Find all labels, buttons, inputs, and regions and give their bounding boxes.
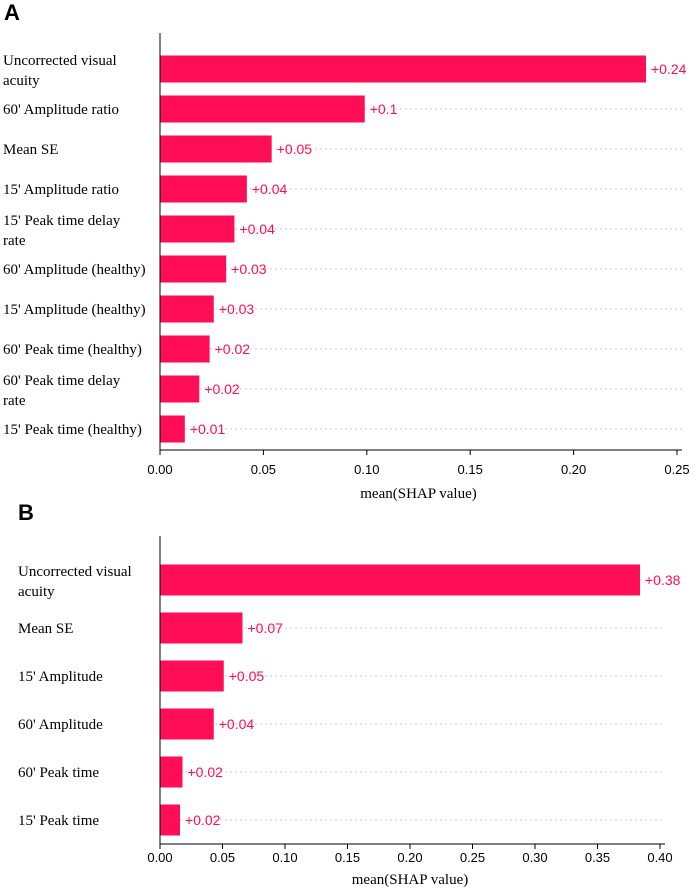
category-label: 15' Peak time delay (3, 213, 121, 229)
bar (160, 215, 235, 243)
x-axis-title: mean(SHAP value) (360, 486, 477, 502)
category-label: 15' Amplitude (healthy) (3, 302, 146, 318)
category-label: Mean SE (18, 621, 73, 637)
bar (160, 415, 185, 443)
x-tick-label: 0.10 (272, 850, 297, 865)
bar (160, 375, 200, 403)
x-tick-label: 0.20 (397, 850, 422, 865)
bar (160, 708, 214, 740)
category-label: acuity (18, 584, 55, 600)
x-tick-label: 0.30 (522, 850, 547, 865)
panel-letter: A (4, 0, 20, 25)
x-tick-label: 0.15 (335, 850, 360, 865)
bar (160, 255, 227, 283)
bar (160, 175, 247, 203)
panel-letter: B (18, 500, 34, 525)
bar (160, 135, 272, 163)
value-label: +0.04 (219, 716, 255, 732)
x-tick-label: 0.10 (354, 462, 379, 477)
bar (160, 804, 180, 836)
value-label: +0.04 (239, 221, 275, 237)
value-label: +0.02 (204, 381, 240, 397)
category-label: 60' Peak time (18, 765, 99, 781)
x-tick-label: 0.25 (460, 850, 485, 865)
x-tick-label: 0.40 (647, 850, 672, 865)
value-label: +0.01 (190, 421, 226, 437)
value-label: +0.03 (231, 261, 267, 277)
bar (160, 756, 183, 788)
x-tick-label: 0.35 (585, 850, 610, 865)
value-label: +0.1 (370, 101, 398, 117)
category-label: rate (3, 393, 26, 409)
bar (160, 564, 640, 596)
value-label: +0.05 (277, 141, 313, 157)
bar (160, 612, 243, 644)
value-label: +0.03 (219, 301, 255, 317)
category-label: 60' Peak time (healthy) (3, 342, 142, 358)
value-label: +0.02 (185, 812, 221, 828)
category-label: 15' Amplitude ratio (3, 182, 119, 198)
x-tick-label: 0.05 (210, 850, 235, 865)
value-label: +0.04 (252, 181, 288, 197)
category-label: Uncorrected visual (18, 564, 132, 580)
value-label: +0.05 (229, 668, 265, 684)
x-tick-label: 0.15 (458, 462, 483, 477)
category-label: 60' Amplitude (healthy) (3, 262, 146, 278)
category-label: acuity (3, 73, 40, 89)
value-label: +0.24 (651, 61, 687, 77)
category-label: rate (3, 233, 26, 249)
value-label: +0.38 (645, 572, 681, 588)
category-label: 15' Amplitude (18, 669, 103, 685)
category-label: 60' Amplitude (18, 717, 103, 733)
bar (160, 55, 646, 83)
value-label: +0.02 (188, 764, 224, 780)
x-axis-title: mean(SHAP value) (352, 872, 469, 888)
bar (160, 95, 365, 123)
x-tick-label: 0.05 (251, 462, 276, 477)
x-tick-label: 0.00 (147, 850, 172, 865)
category-label: 15' Peak time (healthy) (3, 422, 142, 438)
value-label: +0.07 (248, 620, 284, 636)
panel-a: A +0.24 Uncorrected visual acuity +0.1 60' Am… (3, 0, 690, 502)
bar (160, 335, 210, 363)
category-label: 60' Peak time delay (3, 373, 121, 389)
bar (160, 660, 224, 692)
category-label: Mean SE (3, 142, 58, 158)
category-label: Uncorrected visual (3, 53, 117, 69)
category-label: 60' Amplitude ratio (3, 102, 119, 118)
category-label: 15' Peak time (18, 813, 99, 829)
x-tick-label: 0.00 (147, 462, 172, 477)
bar (160, 295, 214, 323)
x-tick-label: 0.20 (561, 462, 586, 477)
panel-b: B +0.38 Uncorrected visual acuity +0.07 Mean … (18, 500, 681, 888)
value-label: +0.02 (215, 341, 251, 357)
x-tick-label: 0.25 (664, 462, 689, 477)
